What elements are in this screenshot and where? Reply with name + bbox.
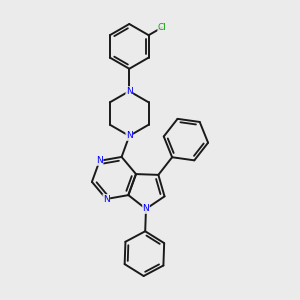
Text: N: N [126,131,133,140]
Text: Cl: Cl [158,23,167,32]
Text: N: N [126,87,133,96]
Text: N: N [96,156,103,165]
Text: N: N [103,194,110,203]
Text: N: N [142,204,149,213]
